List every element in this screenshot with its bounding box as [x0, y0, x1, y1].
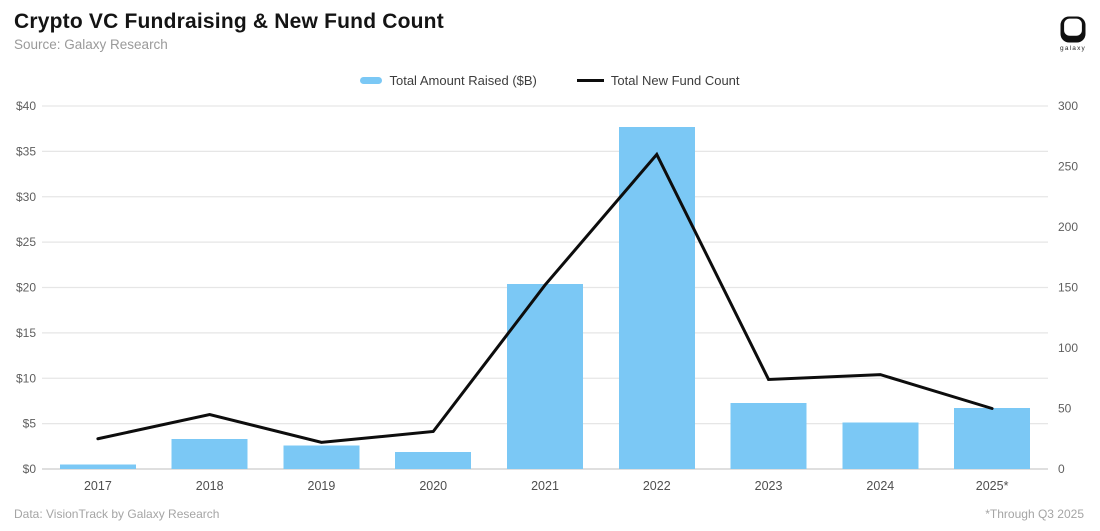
bar-2025* — [954, 408, 1031, 469]
bar-2023 — [730, 402, 807, 469]
right-axis-tick-label: 0 — [1058, 462, 1065, 476]
chart-header: Crypto VC Fundraising & New Fund Count S… — [14, 10, 444, 52]
x-axis-label-2020: 2020 — [419, 479, 447, 493]
bar-2019 — [283, 445, 360, 469]
bar-2022 — [618, 126, 695, 469]
left-axis-tick-label: $25 — [16, 235, 36, 249]
left-axis-tick-label: $40 — [16, 99, 36, 113]
x-axis-label-2018: 2018 — [196, 479, 224, 493]
left-axis-tick-label: $35 — [16, 144, 36, 158]
x-axis-label-2019: 2019 — [308, 479, 336, 493]
data-source-note: Data: VisionTrack by Galaxy Research — [14, 507, 220, 521]
right-axis-tick-label: 150 — [1058, 281, 1078, 295]
left-axis-tick-label: $30 — [16, 190, 36, 204]
x-axis-label-2022: 2022 — [643, 479, 671, 493]
left-axis-tick-label: $0 — [23, 462, 37, 476]
chart-legend: Total Amount Raised ($B) Total New Fund … — [0, 73, 1100, 88]
x-axis-label-2025*: 2025* — [976, 479, 1009, 493]
page-title: Crypto VC Fundraising & New Fund Count — [14, 10, 444, 33]
x-axis-label-2017: 2017 — [84, 479, 112, 493]
right-axis-tick-label: 50 — [1058, 402, 1072, 416]
bar-2024 — [842, 422, 919, 469]
bar-2018 — [171, 439, 248, 469]
right-axis-tick-label: 250 — [1058, 160, 1078, 174]
bar-2020 — [395, 451, 472, 469]
legend-label-amount-raised: Total Amount Raised ($B) — [389, 73, 537, 88]
bar-series-swatch-icon — [360, 77, 383, 84]
line-series-swatch-icon — [576, 79, 604, 82]
legend-label-fund-count: Total New Fund Count — [610, 73, 740, 88]
galaxy-logo-label: galaxy — [1060, 45, 1086, 52]
galaxy-helmet-icon — [1060, 16, 1086, 43]
x-axis-label-2021: 2021 — [531, 479, 559, 493]
legend-item-fund-count: Total New Fund Count — [576, 73, 740, 88]
right-axis-tick-label: 300 — [1058, 99, 1078, 113]
bar-2017 — [59, 464, 136, 469]
galaxy-logo: galaxy — [1054, 16, 1092, 52]
legend-item-amount-raised: Total Amount Raised ($B) — [360, 73, 537, 88]
left-axis-tick-label: $15 — [16, 326, 36, 340]
right-axis-tick-label: 100 — [1058, 341, 1078, 355]
bar-2021 — [507, 283, 583, 469]
page-subtitle: Source: Galaxy Research — [14, 37, 168, 52]
right-axis-tick-label: 200 — [1058, 220, 1078, 234]
x-axis-label-2023: 2023 — [755, 479, 783, 493]
left-axis-tick-label: $20 — [16, 281, 36, 295]
left-axis-tick-label: $10 — [16, 371, 36, 385]
fund-count-line — [96, 151, 994, 444]
x-axis-label-2024: 2024 — [866, 479, 894, 493]
footnote: *Through Q3 2025 — [985, 507, 1084, 521]
left-axis-tick-label: $5 — [23, 417, 37, 431]
